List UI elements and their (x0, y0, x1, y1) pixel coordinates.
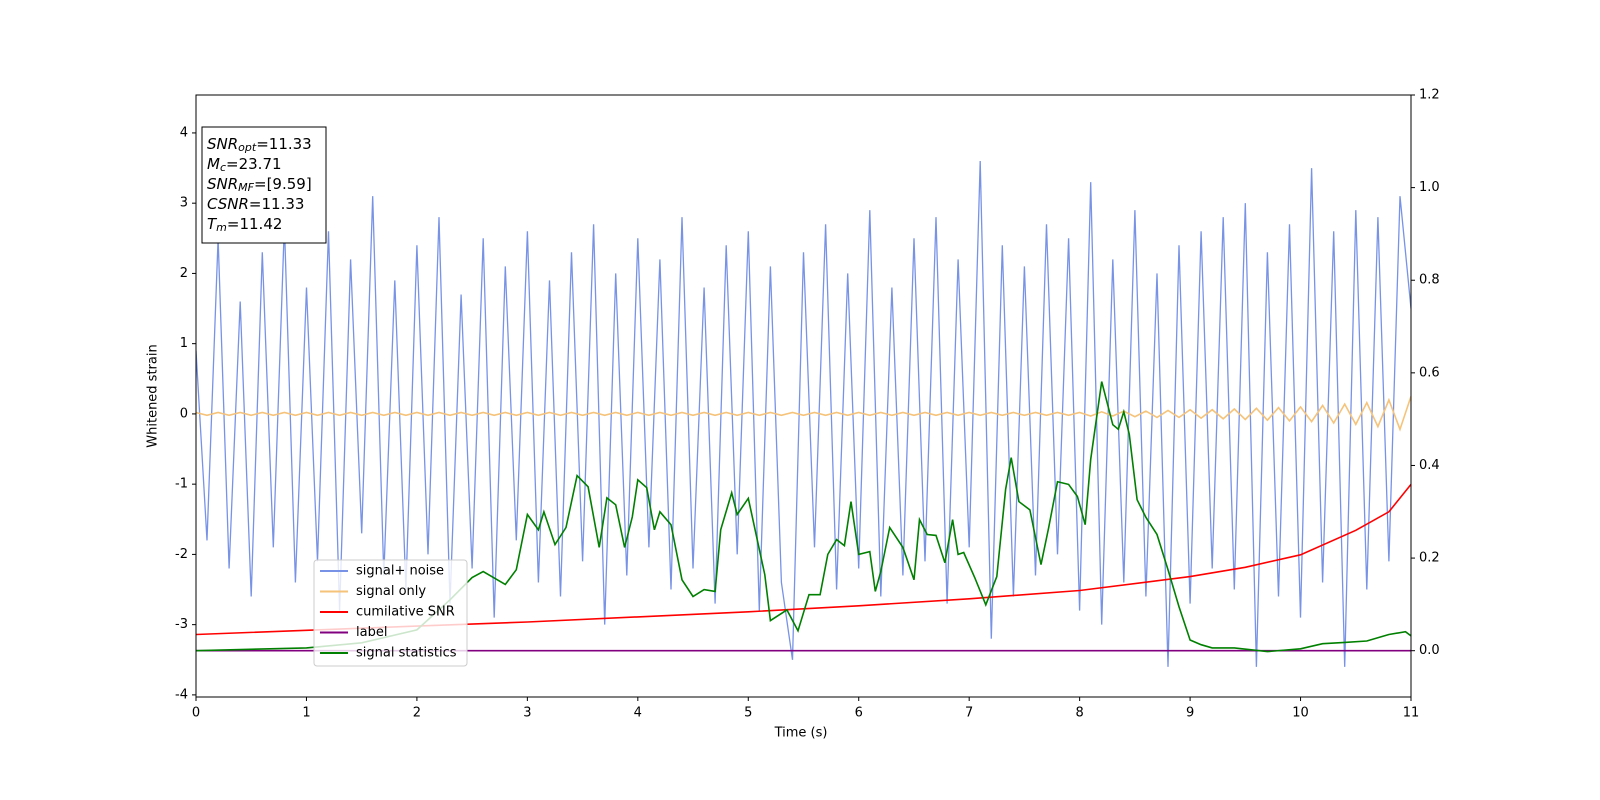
annotation-value: =11.33 (249, 195, 305, 213)
y-axis-label: Whitened strain (146, 344, 161, 447)
legend-label: cumilative SNR (356, 605, 455, 620)
legend-label: signal+ noise (356, 564, 444, 579)
annotation-subscript: c (220, 161, 226, 174)
annotation-line: Mc=23.71 (207, 155, 282, 175)
y2-tick-label: 0.8 (1419, 273, 1440, 288)
x-tick-label: 2 (413, 706, 421, 721)
y2-tick-label: 1.2 (1419, 88, 1440, 103)
x-axis-label: Time (s) (774, 726, 828, 741)
x-tick-label: 3 (523, 706, 531, 721)
annotation-line: CSNR=11.33 (207, 195, 304, 213)
x-tick-label: 4 (634, 706, 642, 721)
annotation-line: SNRopt=11.33 (207, 135, 312, 155)
x-tick-label: 7 (965, 706, 973, 721)
annotation-value: =11.42 (227, 215, 283, 233)
y2-tick-label: 0.4 (1419, 458, 1440, 473)
x-tick-label: 9 (1186, 706, 1194, 721)
annotation-subscript: MF (238, 181, 254, 194)
x-tick-label: 5 (744, 706, 752, 721)
annotation-symbol: T (207, 215, 218, 233)
annotation-subscript: opt (238, 141, 257, 154)
y-tick-label: -1 (175, 477, 188, 492)
y-tick-label: -3 (175, 617, 188, 632)
y-tick-label: 2 (180, 266, 188, 281)
y-tick-label: -4 (175, 687, 188, 702)
legend-label: label (356, 625, 387, 640)
x-tick-label: 1 (302, 706, 310, 721)
y2-tick-label: 0.0 (1419, 643, 1440, 658)
annotation-symbol: M (207, 155, 220, 173)
annotation-value: =[9.59] (254, 175, 312, 193)
annotation-subscript: m (216, 221, 227, 234)
y-tick-label: 4 (180, 125, 188, 140)
annotation-box: SNRopt=11.33Mc=23.71SNRMF=[9.59]CSNR=11.… (201, 126, 327, 244)
x-tick-label: 8 (1075, 706, 1083, 721)
y2-tick-label: 1.0 (1419, 180, 1440, 195)
y-tick-label: 0 (180, 406, 188, 421)
x-tick-label: 10 (1292, 706, 1309, 721)
series-line (196, 396, 1411, 432)
legend-frame (313, 559, 468, 667)
x-tick-label: 11 (1403, 706, 1420, 721)
x-tick-label: 0 (192, 706, 200, 721)
y2-tick-label: 0.6 (1419, 365, 1440, 380)
series-line (196, 160, 1411, 667)
y2-tick-label: 0.2 (1419, 551, 1440, 566)
series-line (196, 381, 1411, 653)
annotation-symbol: SNR (207, 175, 238, 193)
plot-frame (195, 94, 1412, 698)
annotation-line: Tm=11.42 (207, 215, 282, 235)
x-tick-label: 6 (855, 706, 863, 721)
annotation-frame (201, 126, 327, 244)
annotation-value: =23.71 (226, 155, 282, 173)
legend: signal+ noise signal only cumilative SNR la… (313, 559, 468, 667)
legend-label: signal statistics (356, 646, 457, 661)
y-tick-label: -2 (175, 547, 188, 562)
annotation-symbol: CSNR (207, 195, 249, 213)
y-tick-label: 3 (180, 196, 188, 211)
annotation-symbol: SNR (207, 135, 238, 153)
legend-label: signal only (356, 584, 426, 599)
y-tick-label: 1 (180, 336, 188, 351)
annotation-line: SNRMF=[9.59] (207, 175, 312, 195)
annotation-value: =11.33 (256, 135, 312, 153)
